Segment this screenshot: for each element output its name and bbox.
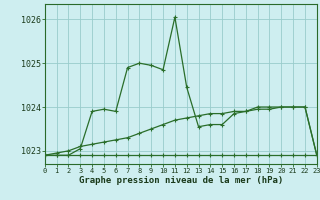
X-axis label: Graphe pression niveau de la mer (hPa): Graphe pression niveau de la mer (hPa) [79,176,283,185]
